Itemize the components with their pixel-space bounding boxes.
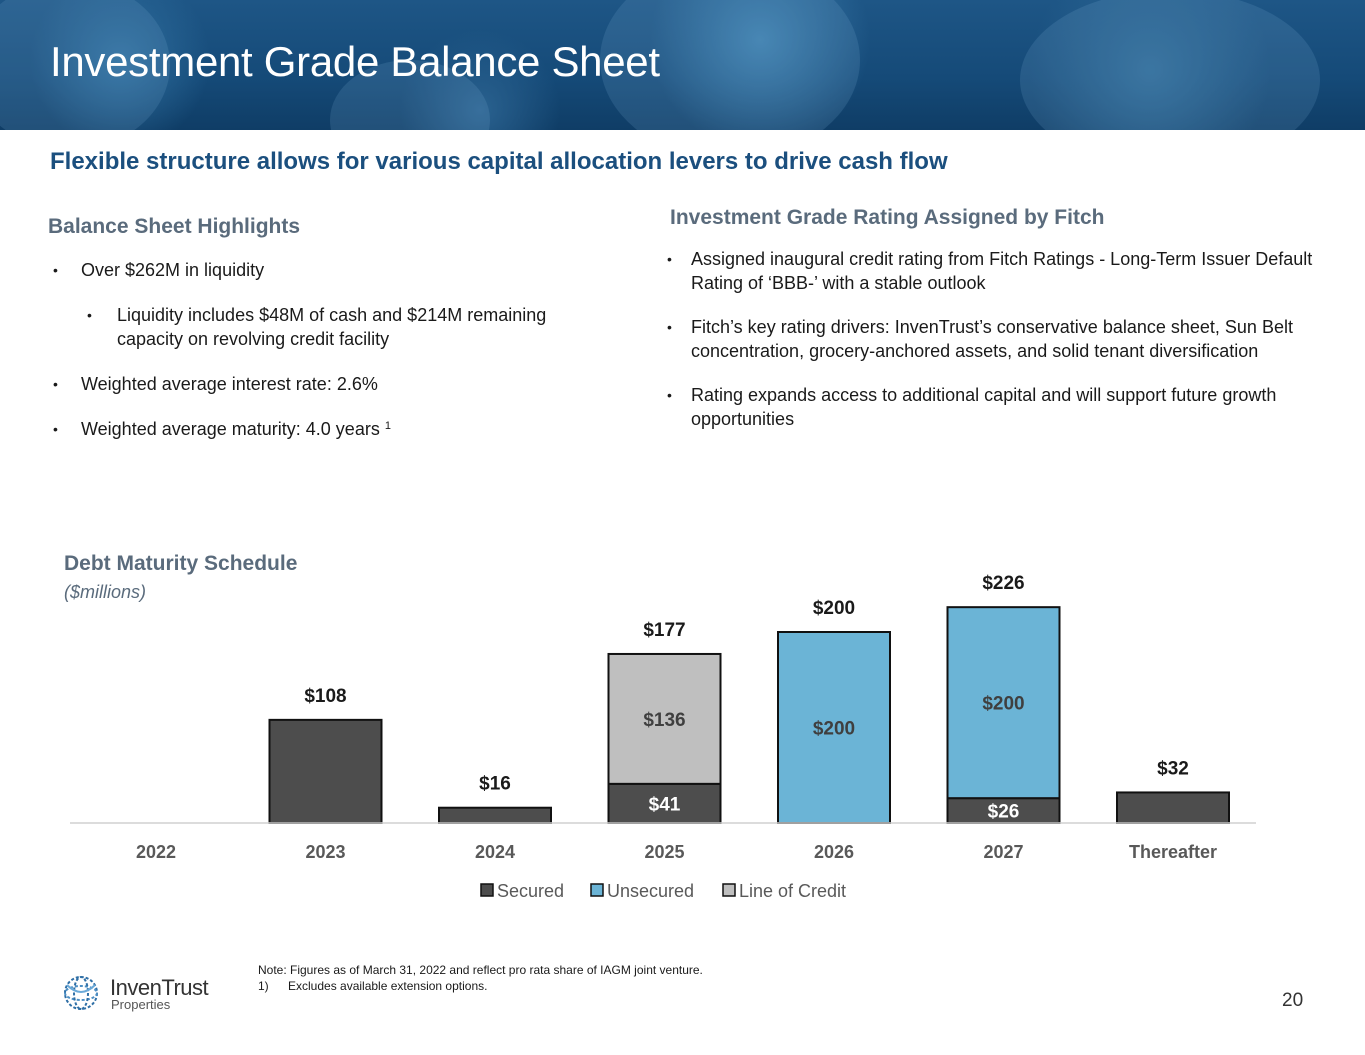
bullet-liquidity: Over $262M in liquidity bbox=[50, 258, 610, 282]
total-label-2023: $108 bbox=[304, 686, 346, 707]
total-label-2027: $226 bbox=[982, 573, 1024, 594]
segment-label-2027-unsecured: $200 bbox=[982, 694, 1024, 715]
total-label-2024: $16 bbox=[479, 774, 511, 795]
footnote-marker: 1 bbox=[384, 420, 391, 432]
legend-swatch-line-of-credit bbox=[722, 883, 736, 897]
bar-line-of-credit-2025 bbox=[607, 652, 722, 785]
footnote-number: 1) bbox=[258, 979, 269, 993]
header-banner: Investment Grade Balance Sheet bbox=[0, 0, 1365, 130]
fitch-heading: Investment Grade Rating Assigned by Fitc… bbox=[670, 206, 1105, 229]
logo-globe-icon bbox=[64, 976, 98, 1010]
total-label-2025: $177 bbox=[643, 620, 685, 641]
bar-secured-2023 bbox=[268, 718, 383, 824]
bullet-maturity: Weighted average maturity: 4.0 years 1 bbox=[50, 417, 610, 441]
legend-label-secured: Secured bbox=[497, 881, 564, 901]
total-label-thereafter: $32 bbox=[1157, 758, 1189, 779]
x-tick-2023: 2023 bbox=[305, 842, 345, 862]
x-tick-2025: 2025 bbox=[644, 842, 684, 862]
bar-secured-thereafter bbox=[1116, 791, 1230, 825]
bullet-maturity-text: Weighted average maturity: 4.0 years bbox=[81, 419, 380, 439]
x-tick-thereafter: Thereafter bbox=[1129, 842, 1217, 862]
debt-maturity-chart: 2022 2023 2024 2025 2026 2027 Thereafter $41 $13… bbox=[70, 573, 1256, 901]
bar-secured-2024 bbox=[438, 806, 552, 824]
bar-secured-2025 bbox=[607, 782, 722, 824]
segment-label-2025-secured: $41 bbox=[649, 794, 681, 815]
bullet-fitch-drivers: Fitch’s key rating drivers: InvenTrust’s… bbox=[667, 315, 1347, 363]
chart-unit-label: ($millions) bbox=[64, 582, 147, 602]
bullet-fitch-rating: Assigned inaugural credit rating from Fi… bbox=[667, 247, 1347, 295]
x-tick-2027: 2027 bbox=[983, 842, 1023, 862]
segment-label-2027-secured: $26 bbox=[988, 802, 1020, 823]
logo-name: InvenTrust bbox=[110, 975, 209, 1000]
balance-sheet-list: Over $262M in liquidity Liquidity includ… bbox=[50, 258, 610, 441]
bar-unsecured-2026 bbox=[777, 631, 891, 824]
balance-sheet-heading: Balance Sheet Highlights bbox=[48, 215, 301, 238]
page-title: Investment Grade Balance Sheet bbox=[50, 38, 660, 85]
page-subtitle: Flexible structure allows for various ca… bbox=[50, 148, 948, 175]
footnote-text: Excludes available extension options. bbox=[288, 979, 488, 993]
total-label-2026: $200 bbox=[813, 598, 855, 619]
legend-swatch-secured bbox=[480, 883, 494, 897]
bar-unsecured-2027 bbox=[946, 606, 1061, 800]
chart-title: Debt Maturity Schedule bbox=[64, 552, 298, 575]
x-tick-2024: 2024 bbox=[475, 842, 515, 862]
legend-label-line-of-credit: Line of Credit bbox=[739, 881, 846, 901]
segment-label-2025-line-of-credit: $136 bbox=[643, 710, 685, 731]
x-tick-2022: 2022 bbox=[136, 842, 176, 862]
page-number: 20 bbox=[1282, 990, 1304, 1011]
legend-label-unsecured: Unsecured bbox=[607, 881, 694, 901]
bullet-fitch-access: Rating expands access to additional capi… bbox=[667, 383, 1347, 431]
footnote-1: 1) Excludes available extension options. bbox=[258, 978, 703, 994]
x-tick-2026: 2026 bbox=[814, 842, 854, 862]
bullet-interest-rate: Weighted average interest rate: 2.6% bbox=[50, 372, 610, 396]
note-text: Note: Figures as of March 31, 2022 and r… bbox=[258, 963, 703, 977]
legend-swatch-unsecured bbox=[590, 883, 604, 897]
bullet-liquidity-detail: Liquidity includes $48M of cash and $214… bbox=[50, 303, 610, 351]
fitch-list: Assigned inaugural credit rating from Fi… bbox=[667, 247, 1347, 451]
company-logo: InvenTrust Properties bbox=[60, 973, 220, 1013]
segment-label-2026-unsecured: $200 bbox=[813, 719, 855, 740]
footer-note: Note: Figures as of March 31, 2022 and r… bbox=[258, 962, 703, 994]
logo-subtitle: Properties bbox=[111, 997, 171, 1012]
